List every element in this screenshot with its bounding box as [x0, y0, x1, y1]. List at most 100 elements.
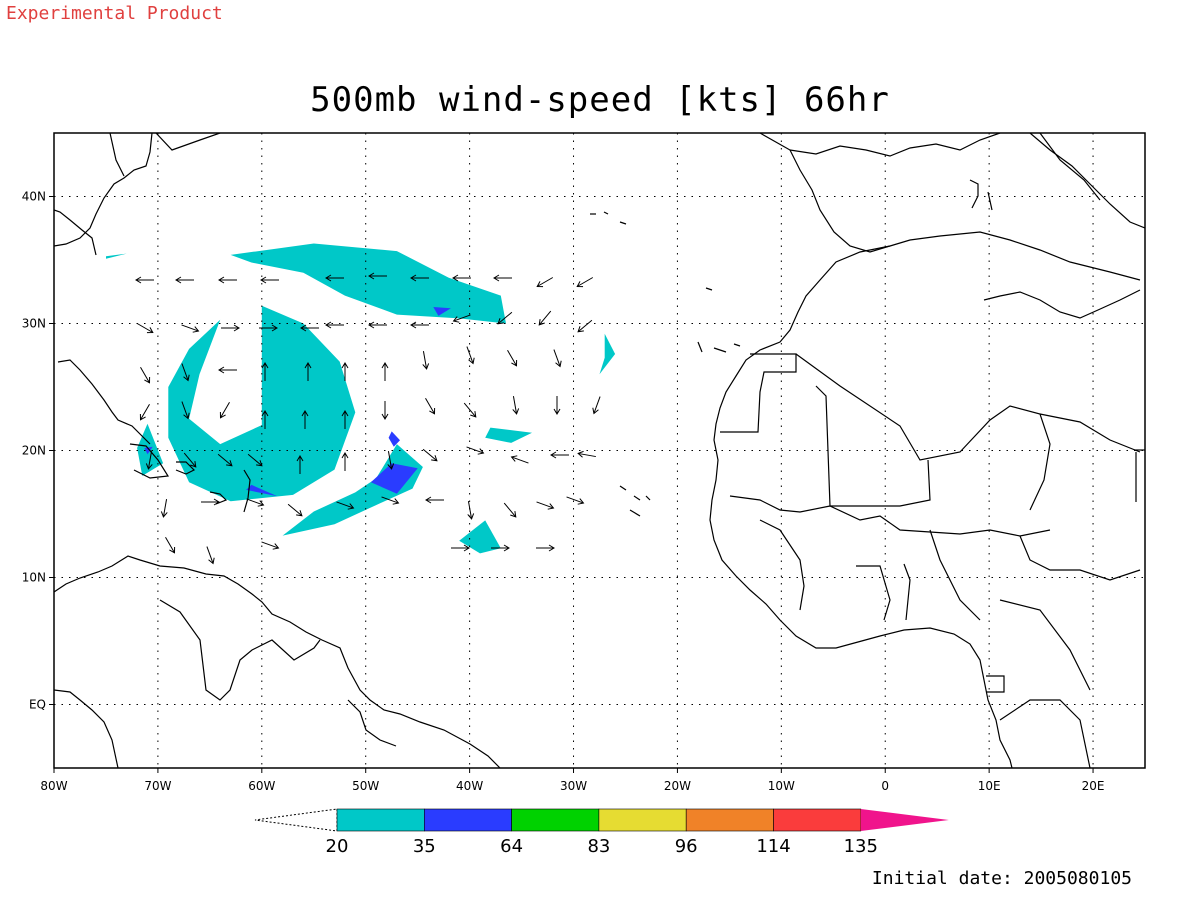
- colorbar-segment: [773, 808, 862, 832]
- wind-arrow: [160, 499, 168, 518]
- wind-arrow: [247, 453, 263, 467]
- lon-tick-label: 60W: [248, 779, 275, 793]
- wind-speed-contours: [106, 243, 616, 554]
- wind-arrow: [452, 314, 471, 323]
- wind-arrow: [181, 401, 190, 420]
- wind-arrow: [422, 351, 430, 370]
- wind-arrow: [218, 276, 237, 284]
- contour-region-35-10: [388, 431, 400, 447]
- wind-arrow: [206, 546, 215, 565]
- wind-arrow: [387, 451, 395, 470]
- lat-tick-label: 20N: [22, 444, 46, 458]
- experimental-product-label: Experimental Product: [6, 3, 223, 24]
- coastlines: [54, 133, 1145, 768]
- wind-arrow: [466, 346, 475, 365]
- wind-arrow: [260, 276, 279, 284]
- contour-region-20-0: [230, 243, 506, 324]
- wind-arrow: [503, 502, 517, 518]
- wind-arrow: [341, 410, 349, 429]
- wind-arrow: [507, 349, 518, 367]
- lon-tick-label: 0: [881, 779, 889, 793]
- wind-arrow: [140, 366, 151, 384]
- wind-arrow: [381, 496, 400, 505]
- lat-tick-label: 10N: [22, 571, 46, 585]
- wind-arrow: [341, 452, 349, 471]
- lat-tick-label: EQ: [29, 698, 46, 712]
- lat-tick-label: 40N: [22, 190, 46, 204]
- wind-arrow: [536, 501, 555, 510]
- wind-arrow: [410, 321, 429, 329]
- colorbar-segment: [511, 808, 600, 832]
- wind-arrow: [425, 496, 444, 504]
- wind-arrow: [536, 544, 555, 552]
- contour-region-35-12: [144, 446, 153, 455]
- lon-tick-label: 70W: [144, 779, 171, 793]
- wind-arrow: [219, 401, 230, 419]
- colorbar-level-label: 64: [500, 836, 523, 857]
- wind-arrow: [145, 451, 153, 470]
- contour-region-35-9: [246, 484, 278, 497]
- colorbar-segment: [423, 808, 512, 832]
- wind-arrow: [336, 501, 355, 510]
- chart-title: 500mb wind-speed [kts] 66hr: [310, 80, 890, 120]
- wind-arrow: [287, 503, 303, 517]
- contour-region-35-8: [370, 463, 418, 494]
- wind-arrow: [491, 544, 510, 552]
- wind-arrow: [577, 450, 596, 458]
- wind-arrow: [425, 397, 436, 415]
- latitude-axis-labels: EQ 10N 20N 30N 40N: [22, 190, 46, 712]
- lon-tick-label: 10W: [768, 779, 795, 793]
- wind-arrow: [381, 401, 389, 420]
- graticule-grid: [49, 133, 1145, 773]
- wind-arrow: [136, 323, 154, 334]
- wind-arrow: [467, 501, 475, 520]
- wind-arrow: [463, 402, 477, 418]
- lon-tick-label: 80W: [40, 779, 67, 793]
- wind-arrow: [510, 455, 529, 464]
- colorbar-segment: [598, 808, 687, 832]
- wind-arrow: [261, 362, 269, 381]
- contour-region-20-7: [106, 253, 127, 259]
- colorbar-level-label: 83: [587, 836, 610, 857]
- wind-arrow: [218, 366, 237, 374]
- lon-tick-label: 30W: [560, 779, 587, 793]
- wind-arrow: [536, 277, 554, 288]
- wind-arrow: [221, 324, 240, 332]
- initial-date-label: Initial date: 2005080105: [871, 868, 1132, 889]
- colorbar-level-label: 35: [413, 836, 436, 857]
- wind-arrow: [592, 396, 601, 415]
- lon-tick-label: 10E: [978, 779, 1001, 793]
- lon-tick-label: 50W: [352, 779, 379, 793]
- wind-arrow: [566, 496, 585, 505]
- colorbar-high-triangle: [860, 809, 949, 831]
- lon-tick-label: 40W: [456, 779, 483, 793]
- wind-arrow: [183, 452, 197, 468]
- wind-arrow: [301, 410, 309, 429]
- wind-arrow: [341, 362, 349, 381]
- wind-arrow: [553, 349, 562, 368]
- colorbar-level-label: 96: [675, 836, 698, 857]
- wind-arrow: [452, 274, 471, 282]
- wind-arrow: [576, 277, 594, 288]
- wind-arrow: [381, 362, 389, 381]
- wind-arrow: [181, 363, 190, 382]
- wind-arrow: [368, 272, 387, 280]
- wind-arrow: [261, 410, 269, 429]
- wind-arrow: [553, 396, 561, 415]
- contour-region-20-5: [599, 333, 616, 375]
- wind-arrow: [165, 536, 176, 554]
- wind-arrow: [300, 324, 319, 332]
- wind-arrow: [325, 274, 344, 282]
- colorbar-level-label: 114: [756, 836, 790, 857]
- colorbar-low-triangle: [254, 808, 338, 832]
- lat-tick-label: 30N: [22, 317, 46, 331]
- colorbar-segment: [685, 808, 774, 832]
- lon-tick-label: 20E: [1082, 779, 1105, 793]
- colorbar-level-label: 20: [326, 836, 349, 857]
- wind-arrow: [410, 274, 429, 282]
- wind-arrow: [296, 455, 304, 474]
- wind-arrow: [175, 276, 194, 284]
- colorbar-segment: [336, 808, 425, 832]
- wind-arrow: [261, 541, 280, 550]
